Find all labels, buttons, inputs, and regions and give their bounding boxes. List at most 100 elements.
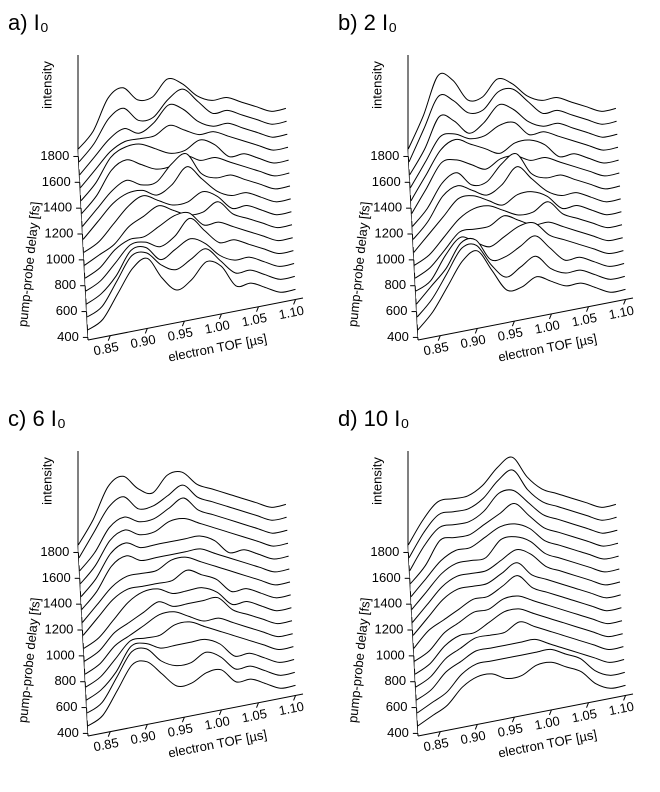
trace: [414, 595, 623, 662]
delay-axis: [407, 149, 419, 341]
y-tick-label: 600: [386, 303, 408, 318]
x-tick: [218, 709, 222, 716]
y-tick-label: 800: [384, 277, 406, 292]
trace: [411, 536, 620, 610]
trace: [87, 660, 296, 727]
x-tick: [144, 724, 148, 730]
delay-axis: [77, 545, 89, 737]
x-tick: [181, 320, 185, 327]
trace: [412, 166, 621, 240]
y-tick-label: 400: [57, 725, 79, 740]
trace: [77, 77, 287, 150]
trace: [415, 221, 624, 292]
trace: [79, 497, 288, 572]
panel-title: d) 10 I₀: [338, 406, 410, 431]
trace: [414, 215, 623, 279]
panel-title: b) 2 I₀: [338, 10, 397, 35]
trace-fill: [417, 662, 626, 734]
y-tick-label: 1000: [46, 647, 75, 662]
trace: [77, 471, 287, 546]
y-tick-label: 1200: [374, 225, 403, 240]
trace: [87, 257, 296, 331]
y-tick-label: 1600: [42, 174, 71, 189]
x-tick-label: 0.85: [422, 735, 450, 755]
x-tick-label: 1.00: [533, 713, 561, 733]
y-tick-label: 1800: [370, 148, 399, 163]
x-tick: [511, 320, 515, 327]
y-tick-label: 800: [54, 277, 76, 292]
panel-title: c) 6 I₀: [8, 406, 66, 431]
x-tick-label: 1.10: [278, 699, 306, 719]
trace: [413, 575, 622, 649]
tof-axis: [87, 693, 304, 737]
z-axis-label: intensity: [39, 61, 54, 109]
z-axis-label: intensity: [369, 61, 384, 109]
x-tick: [586, 306, 589, 312]
tof-axis: [417, 297, 634, 341]
trace: [410, 523, 619, 598]
y-axis-label: pump-probe delay [fs]: [345, 597, 373, 724]
trace: [85, 621, 294, 688]
y-tick-label: 1600: [372, 174, 401, 189]
y-axis-label: pump-probe delay [fs]: [15, 597, 43, 724]
trace: [417, 250, 626, 331]
x-tick-label: 0.85: [422, 339, 450, 359]
delay-axis: [77, 149, 89, 341]
trace: [81, 548, 290, 610]
panel: c) 6 I₀ 400 600 800 1000 1200 1400 1600 1800 0.85…: [8, 406, 305, 761]
x-tick: [107, 731, 111, 737]
x-tick: [548, 709, 552, 716]
trace: [86, 647, 295, 714]
trace: [416, 243, 625, 318]
trace: [84, 611, 293, 675]
tof-axis: [417, 693, 634, 737]
trace: [85, 217, 294, 292]
y-tick-label: 1200: [44, 225, 73, 240]
y-tick-label: 1600: [42, 570, 71, 585]
x-tick: [107, 335, 111, 341]
trace: [80, 139, 289, 202]
trace-fill: [417, 250, 626, 338]
trace: [407, 72, 617, 150]
x-tick-label: 1.00: [533, 317, 561, 337]
tof-axis: [87, 297, 304, 341]
x-tick-label: 0.95: [496, 324, 524, 344]
z-axis-label: intensity: [39, 457, 54, 505]
panel: b) 2 I₀ 400 600 800 1000 1200 1400 1600 1800 0.85…: [338, 10, 635, 365]
x-tick-label: 0.90: [459, 332, 487, 352]
trace: [83, 587, 292, 649]
trace: [413, 191, 622, 253]
trace: [414, 608, 623, 675]
y-tick-label: 400: [387, 725, 409, 740]
x-tick: [437, 335, 441, 341]
panel: a) I₀ 400 600 800 1000 1200 1400 1600 1800 0.85 0.…: [8, 10, 305, 365]
trace: [416, 235, 625, 305]
trace: [82, 556, 291, 623]
y-tick-label: 800: [54, 673, 76, 688]
trace: [414, 201, 623, 266]
trace: [79, 103, 288, 176]
z-axis-label: intensity: [369, 457, 384, 505]
x-tick-label: 0.90: [459, 728, 487, 748]
trace: [416, 638, 625, 701]
trace: [80, 535, 289, 598]
y-tick-label: 1400: [373, 200, 402, 215]
x-tick-label: 1.05: [570, 706, 598, 726]
trace: [82, 569, 291, 636]
x-tick: [293, 299, 297, 305]
delay-axis: [407, 545, 419, 737]
y-tick-label: 1800: [40, 148, 69, 163]
trace: [415, 621, 624, 688]
x-tick-label: 0.90: [129, 728, 157, 748]
x-tick: [181, 716, 185, 723]
x-tick-label: 0.85: [92, 735, 120, 755]
y-tick-label: 1600: [372, 570, 401, 585]
x-tick: [623, 695, 627, 701]
trace: [86, 238, 295, 305]
trace: [417, 661, 626, 727]
trace: [409, 489, 618, 572]
panel: d) 10 I₀ 400 600 800 1000 1200 1400 1600 1800 0.8…: [338, 406, 635, 761]
x-tick: [586, 702, 589, 708]
trace: [78, 484, 287, 559]
x-tick: [256, 702, 259, 708]
